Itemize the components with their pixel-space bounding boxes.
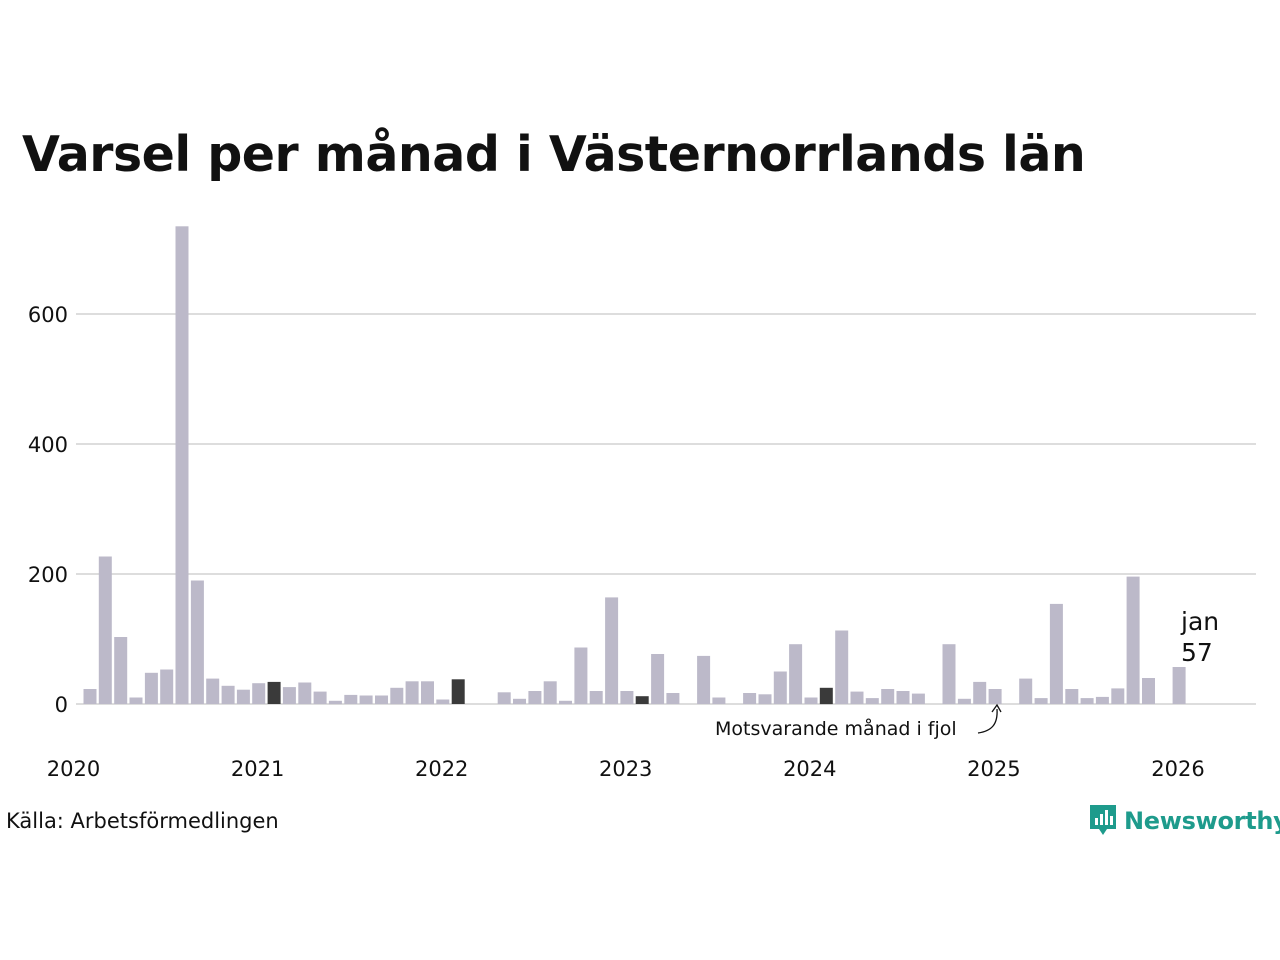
bar: [313, 691, 327, 704]
bar: [160, 669, 174, 704]
bar: [1034, 698, 1048, 704]
bar: [773, 671, 787, 704]
source-note: Källa: Arbetsförmedlingen: [6, 809, 279, 833]
bar: [789, 644, 803, 704]
x-tick-label: 2020: [47, 757, 100, 781]
bar: [513, 698, 526, 704]
bar: [1049, 603, 1063, 704]
bar: [666, 693, 680, 704]
bar: [175, 226, 189, 705]
bar: [282, 687, 296, 704]
x-tick-label: 2023: [599, 757, 652, 781]
previous-year-annotation: Motsvarande månad i fjol: [715, 717, 957, 740]
bar: [98, 556, 112, 704]
y-axis-ticks: 0 200 400 600: [28, 303, 68, 717]
bar: [559, 700, 572, 705]
bar: [804, 697, 818, 704]
gridlines: [76, 313, 1256, 705]
bar: [359, 695, 373, 704]
bar: [344, 694, 358, 704]
bar: [543, 681, 557, 705]
bar: [1095, 696, 1109, 704]
x-tick-label: 2024: [783, 757, 836, 781]
x-tick-label: 2022: [415, 757, 468, 781]
bar: [1142, 678, 1155, 704]
bar-previous-year: [635, 696, 649, 704]
bar: [605, 597, 619, 704]
bar: [835, 630, 849, 704]
x-tick-label: 2025: [967, 757, 1020, 781]
bar-previous-year: [267, 681, 281, 704]
bar: [1065, 689, 1079, 704]
bar: [328, 700, 342, 705]
bar: [114, 637, 128, 704]
bar: [405, 681, 419, 705]
bar: [83, 689, 97, 704]
bar: [758, 694, 772, 705]
bar: [421, 681, 434, 705]
bar: [390, 687, 404, 705]
bar: [942, 644, 956, 704]
bar: [865, 698, 879, 704]
bar: [129, 697, 143, 704]
y-tick-label: 200: [28, 563, 68, 587]
bar: [497, 692, 511, 704]
bar: [743, 693, 757, 704]
bar: [375, 695, 388, 704]
bar-previous-year: [819, 687, 833, 705]
bar: [236, 689, 250, 704]
bar: [850, 691, 864, 704]
bar: [574, 647, 588, 704]
bar: [206, 678, 220, 704]
bar: [651, 654, 665, 704]
x-tick-label: 2021: [231, 757, 284, 781]
bar: [589, 691, 603, 704]
bar: [1080, 698, 1094, 704]
annotation-arrow: [977, 708, 998, 734]
y-tick-label: 400: [28, 433, 68, 457]
bar: [528, 691, 542, 704]
bar: [298, 682, 312, 704]
bar: [1111, 688, 1125, 704]
bar: [436, 699, 450, 704]
chart-title: Varsel per månad i Västernorrlands län: [22, 126, 1086, 183]
bar: [697, 655, 711, 704]
bar-previous-year: [451, 679, 465, 704]
x-axis-ticks: 2020 2021 2022 2023 2024 2025 2026: [47, 757, 1205, 781]
bar: [190, 580, 204, 704]
brand-logo: Newsworthy: [1088, 803, 1280, 839]
bar: [911, 693, 925, 704]
bar: [712, 697, 726, 704]
bar: [221, 685, 235, 704]
bar: [620, 691, 634, 704]
brand-name: Newsworthy: [1124, 807, 1280, 835]
y-tick-label: 0: [55, 693, 68, 717]
bar: [1126, 576, 1140, 704]
highlight-value-label: 57: [1181, 638, 1213, 667]
bars: [83, 226, 1186, 705]
highlight-month-label: jan: [1180, 607, 1219, 636]
bar: [1019, 678, 1033, 704]
bar: [1172, 667, 1186, 704]
bar: [988, 689, 1002, 704]
y-tick-label: 600: [28, 303, 68, 327]
bar: [896, 691, 910, 704]
newsworthy-logo-icon: [1090, 805, 1116, 835]
bar: [957, 698, 971, 704]
annotation-arrowhead: [991, 703, 1002, 713]
x-tick-label: 2026: [1151, 757, 1204, 781]
bar: [252, 683, 266, 704]
bar: [144, 672, 158, 704]
bar: [973, 681, 987, 704]
bar: [881, 689, 895, 704]
